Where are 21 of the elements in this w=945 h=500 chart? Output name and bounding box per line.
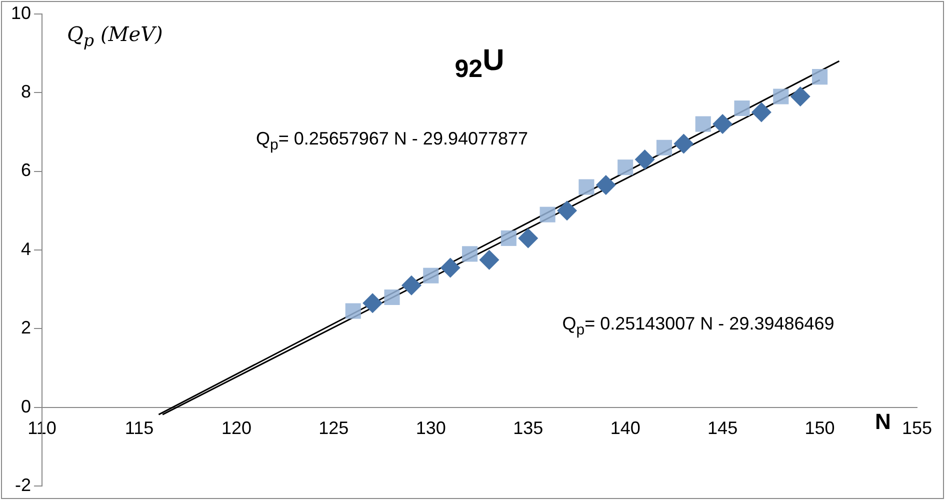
y-axis-title: Q$_{p}$ (MeV)	[67, 22, 163, 50]
x-tick-label: 125	[318, 418, 349, 438]
x-tick-label: 130	[416, 418, 446, 438]
y-tick-label: 8	[21, 82, 32, 102]
x-tick-label: 135	[513, 418, 544, 438]
annotation: Q$_{p}$= 0.25143007 N - 29.39486469	[562, 313, 834, 338]
y-tick-label: 6	[21, 160, 32, 180]
x-tick-label: 150	[804, 418, 835, 438]
y-tick-label: 2	[21, 318, 32, 338]
x-tick-label: 145	[708, 418, 738, 438]
y-tick-label: 10	[10, 2, 32, 23]
x-tick-label: 155	[902, 418, 932, 438]
y-tick-label: -2	[15, 475, 32, 496]
x-axis-title: N	[875, 409, 891, 436]
x-tick-label: 115	[124, 418, 154, 438]
x-tick-label: 120	[221, 418, 252, 438]
annotation: Q$_{p}$= 0.25657967 N - 29.94077877	[256, 129, 528, 154]
y-tick-label: 0	[21, 396, 32, 416]
x-tick-label: 140	[610, 418, 640, 438]
text: $_{92}$U	[454, 44, 504, 84]
y-tick-label: 4	[21, 238, 32, 259]
